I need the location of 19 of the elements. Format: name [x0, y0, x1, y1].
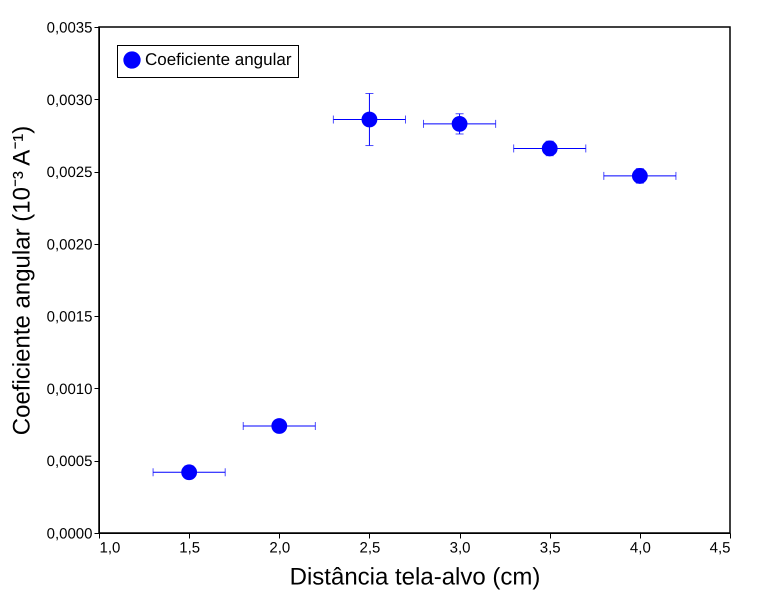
y-tick-label: 0,0015	[46, 308, 92, 326]
x-tick-label: 1,5	[179, 540, 200, 556]
y-tick-label: 0,0010	[46, 380, 92, 398]
x-axis-title: Distância tela-alvo (cm)	[290, 564, 540, 590]
y-axis-title: Coeficiente angular (10⁻³ A⁻¹)	[8, 126, 36, 436]
x-tick-label: 3,0	[450, 540, 470, 556]
x-tick-label: 1,0	[100, 540, 120, 556]
y-tick-label: 0,0035	[46, 20, 92, 36]
x-tick-label: 4,0	[630, 540, 651, 556]
y-tick-label: 0,0000	[46, 526, 92, 542]
x-tick-label: 3,5	[540, 540, 561, 556]
y-tick-label: 0,0005	[46, 453, 92, 470]
x-tick-label: 2,5	[360, 540, 380, 556]
y-tick-label: 0,0020	[46, 236, 92, 254]
x-tick-label: 2,0	[269, 540, 290, 556]
x-tick-label: 4,5	[710, 540, 730, 556]
y-tick-label: 0,0025	[46, 164, 92, 182]
legend-label: Coeficiente angular	[145, 50, 292, 69]
y-tick-label: 0,0030	[46, 92, 92, 109]
